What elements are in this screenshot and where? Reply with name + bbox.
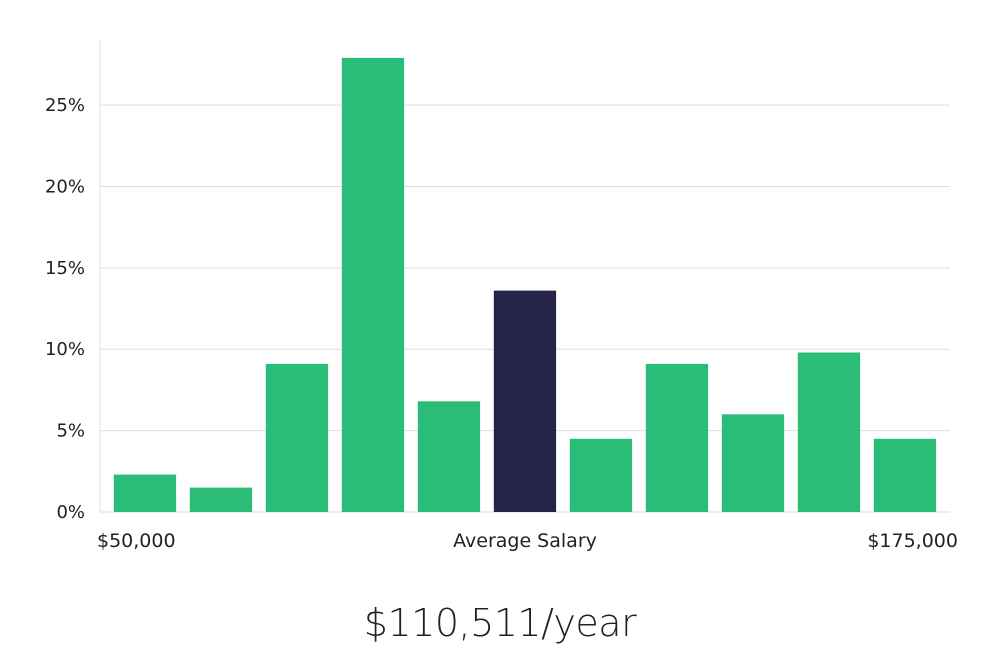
y-tick-label: 20% [45, 176, 85, 197]
y-tick-label: 10% [45, 339, 85, 360]
bar [341, 57, 405, 513]
x-label-average: Average Salary [453, 530, 597, 552]
average-salary-value: $110,511/year [363, 601, 637, 645]
y-tick-label: 25% [45, 95, 85, 116]
y-tick-label: 5% [56, 421, 85, 442]
bar [417, 401, 481, 512]
bar [113, 474, 177, 512]
bar [569, 438, 633, 512]
bars [113, 57, 937, 513]
bar [265, 363, 329, 512]
x-label-max: $175,000 [867, 530, 958, 552]
x-label-min: $50,000 [97, 530, 176, 552]
y-tick-label: 15% [45, 258, 85, 279]
bar-average-salary [493, 290, 557, 512]
bar [721, 414, 785, 512]
bar [189, 487, 253, 512]
bar [873, 438, 937, 512]
y-tick-label: 0% [56, 502, 85, 523]
bar [797, 352, 861, 512]
y-tick-labels: 0% 5% 10% 15% 20% 25% [45, 95, 85, 523]
bar [645, 363, 709, 512]
salary-distribution-chart: 0%5%10%15%20%25% $50,000 Average Salary … [45, 40, 958, 552]
